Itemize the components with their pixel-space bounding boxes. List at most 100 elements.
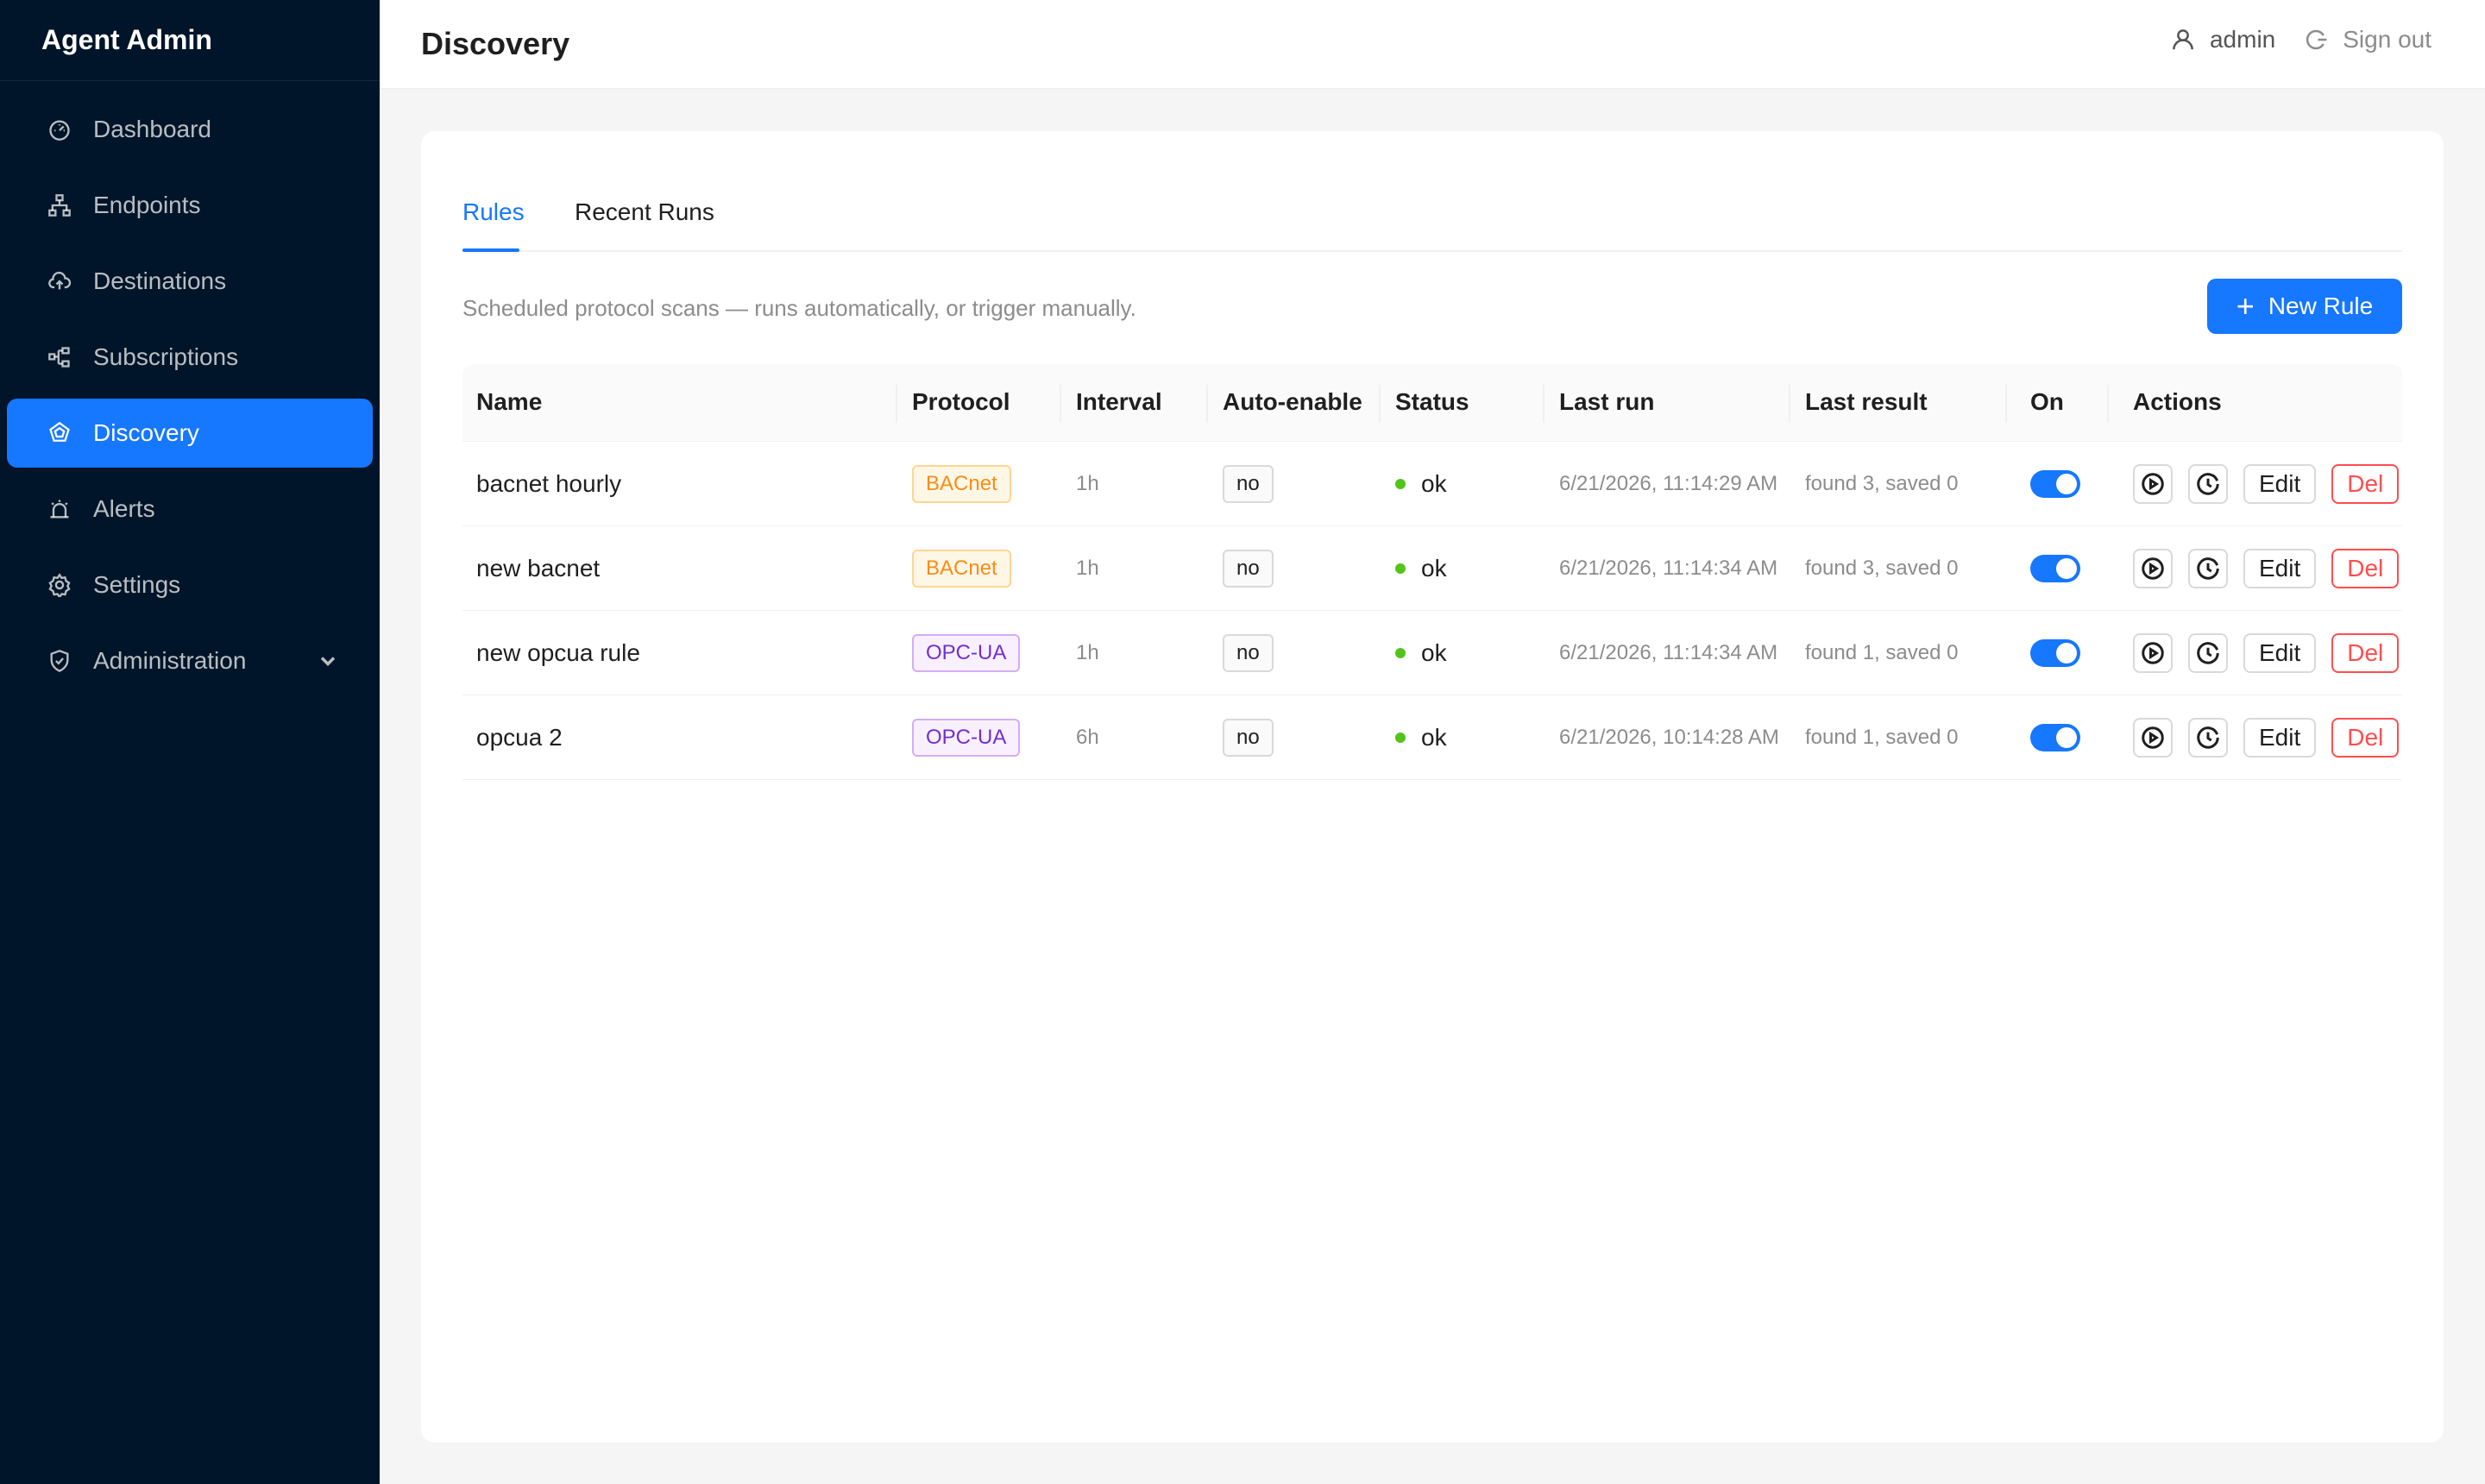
delete-button[interactable]: Del	[2331, 632, 2400, 673]
status-badge: ok	[1395, 555, 1447, 582]
sidebar: Agent Admin Dashboard Endpoints Destinat…	[0, 0, 380, 1484]
sidebar-item-label: Destinations	[93, 267, 227, 294]
run-now-button[interactable]	[2133, 548, 2173, 588]
tab-rules[interactable]: Rules	[462, 198, 525, 225]
history-button[interactable]	[2188, 548, 2228, 588]
sidebar-item-subscriptions[interactable]: Subscriptions	[7, 323, 373, 392]
history-button[interactable]	[2188, 463, 2228, 504]
interval-value: 6h	[1076, 725, 1099, 749]
sign-out-button[interactable]: Sign out	[2303, 26, 2432, 53]
status-dot	[1395, 478, 1406, 489]
row-actions: Edit Del	[2133, 632, 2400, 673]
username: admin	[2209, 26, 2276, 53]
column-header-name[interactable]: Name	[476, 388, 543, 415]
run-now-button[interactable]	[2133, 717, 2173, 758]
column-header-on[interactable]: On	[2030, 388, 2064, 415]
rule-name: new opcua rule	[476, 638, 640, 666]
status-text: ok	[1421, 638, 1447, 666]
header-user-area: admin Sign out	[2142, 26, 2432, 53]
edit-button[interactable]: Edit	[2243, 717, 2317, 758]
sitemap-icon	[47, 192, 72, 218]
delete-button[interactable]: Del	[2331, 463, 2400, 504]
last-run-time: 6/21/2026, 11:14:29 AM	[1559, 471, 1778, 495]
row-actions: Edit Del	[2133, 548, 2400, 588]
sidebar-item-label: Alerts	[93, 495, 155, 522]
sidebar-item-alerts[interactable]: Alerts	[7, 475, 373, 544]
history-icon	[2197, 641, 2219, 664]
logout-icon	[2306, 29, 2327, 50]
last-result: found 3, saved 0	[1805, 556, 1959, 580]
enabled-toggle[interactable]	[2030, 554, 2080, 582]
top-header: Discovery admin Sign out	[380, 0, 2485, 89]
enabled-toggle[interactable]	[2030, 638, 2080, 667]
last-result: found 1, saved 0	[1805, 640, 1959, 664]
protocol-tag: BACnet	[912, 549, 1011, 588]
column-header-auto-enable[interactable]: Auto-enable	[1223, 388, 1362, 415]
discovery-icon	[47, 420, 72, 446]
play-circle-icon	[2142, 556, 2164, 580]
auto-enable-tag: no	[1223, 718, 1274, 757]
column-header-protocol[interactable]: Protocol	[912, 388, 1010, 415]
edit-button[interactable]: Edit	[2243, 548, 2317, 588]
sidebar-item-label: Dashboard	[93, 116, 211, 142]
history-icon	[2197, 556, 2219, 580]
play-circle-icon	[2142, 472, 2164, 495]
history-icon	[2197, 472, 2219, 495]
protocol-tag: OPC-UA	[912, 718, 1021, 757]
last-run-time: 6/21/2026, 10:14:28 AM	[1559, 725, 1779, 749]
toggle-knob	[2056, 642, 2077, 663]
column-header-actions: Actions	[2133, 388, 2222, 415]
sidebar-item-discovery[interactable]: Discovery	[7, 399, 373, 468]
user-menu[interactable]: admin	[2170, 26, 2275, 53]
auto-enable-tag: no	[1223, 464, 1274, 503]
enabled-toggle[interactable]	[2030, 723, 2080, 751]
auto-enable-tag: no	[1223, 633, 1274, 672]
history-button[interactable]	[2188, 632, 2228, 673]
history-button[interactable]	[2188, 717, 2228, 758]
history-icon	[2197, 726, 2219, 749]
column-header-interval[interactable]: Interval	[1076, 388, 1162, 415]
auto-enable-tag: no	[1223, 549, 1274, 588]
row-actions: Edit Del	[2133, 463, 2400, 504]
enabled-toggle[interactable]	[2030, 469, 2080, 498]
toggle-knob	[2056, 557, 2077, 579]
table-row: new opcua rule OPC-UA 1h no ok 6/21/2026…	[462, 611, 2402, 695]
status-dot	[1395, 563, 1406, 574]
rule-name: bacnet hourly	[476, 469, 622, 497]
status-badge: ok	[1395, 639, 1447, 667]
sidebar-item-label: Settings	[93, 571, 181, 598]
interval-value: 1h	[1076, 640, 1099, 664]
sidebar-item-dashboard[interactable]: Dashboard	[7, 95, 373, 164]
status-dot	[1395, 647, 1406, 658]
brand-title: Agent Admin	[0, 0, 380, 81]
run-now-button[interactable]	[2133, 463, 2173, 504]
last-result: found 3, saved 0	[1805, 471, 1959, 495]
sidebar-item-destinations[interactable]: Destinations	[7, 247, 373, 316]
sidebar-item-administration[interactable]: Administration	[7, 626, 373, 695]
column-separator	[1379, 385, 1381, 423]
interval-value: 1h	[1076, 556, 1099, 580]
content-card: Rules Recent Runs Scheduled protocol sca…	[421, 131, 2444, 1443]
column-header-last-run[interactable]: Last run	[1559, 388, 1655, 415]
new-rule-button[interactable]: + New Rule	[2207, 279, 2402, 334]
toggle-knob	[2056, 473, 2077, 494]
column-header-status[interactable]: Status	[1395, 388, 1469, 415]
delete-button[interactable]: Del	[2331, 548, 2400, 588]
table-row: bacnet hourly BACnet 1h no ok 6/21/2026,…	[462, 442, 2402, 526]
edit-button[interactable]: Edit	[2243, 632, 2317, 673]
run-now-button[interactable]	[2133, 632, 2173, 673]
column-header-last-result[interactable]: Last result	[1805, 388, 1928, 415]
column-separator	[2107, 385, 2109, 423]
status-badge: ok	[1395, 724, 1447, 751]
edit-button[interactable]: Edit	[2243, 463, 2317, 504]
sidebar-item-label: Subscriptions	[93, 343, 239, 370]
delete-button[interactable]: Del	[2331, 717, 2400, 758]
sidebar-item-settings[interactable]: Settings	[7, 550, 373, 619]
tab-recent-runs[interactable]: Recent Runs	[575, 198, 714, 225]
user-icon	[2173, 29, 2193, 50]
column-separator	[1060, 385, 1061, 423]
chevron-down-icon[interactable]	[316, 649, 340, 673]
sidebar-item-endpoints[interactable]: Endpoints	[7, 171, 373, 240]
cloud-upload-icon	[47, 268, 72, 294]
sign-out-label: Sign out	[2343, 26, 2432, 53]
